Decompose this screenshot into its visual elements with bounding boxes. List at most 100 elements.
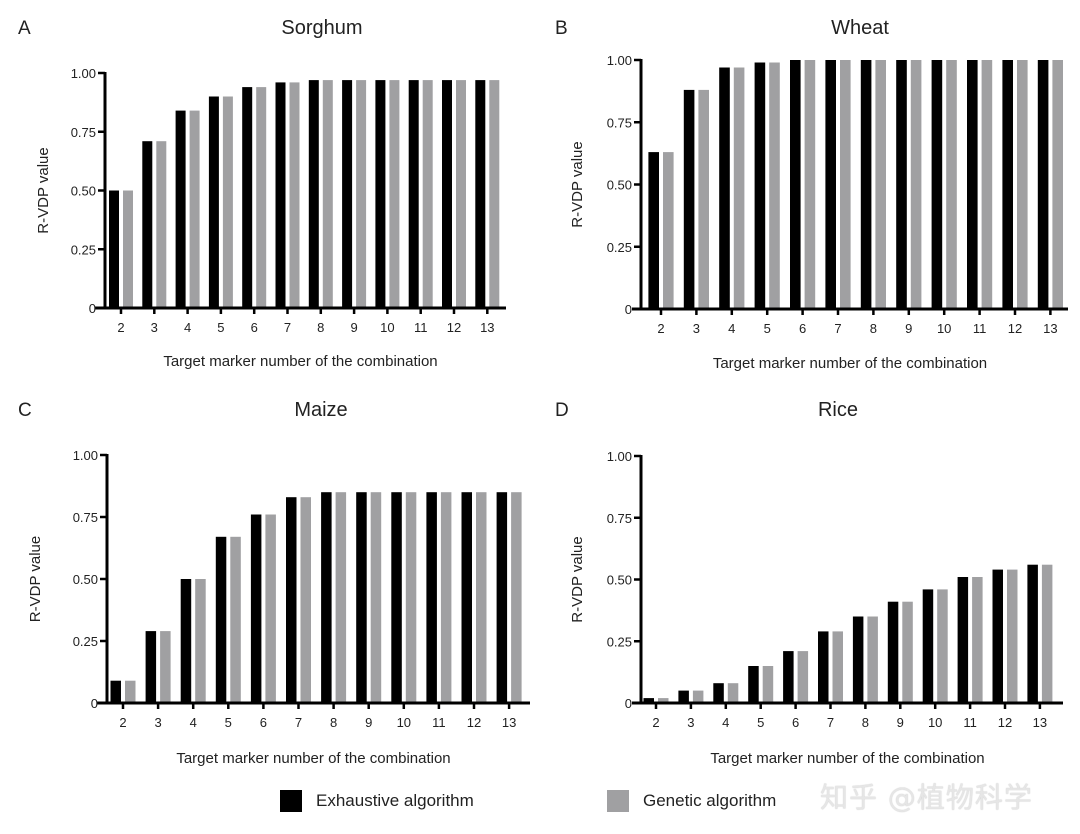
bar-c-genetic-12	[476, 492, 487, 703]
x-tick-label-d-6: 6	[792, 715, 799, 730]
x-tick-label-a-7: 7	[284, 320, 291, 335]
bar-d-exhaustive-4	[713, 683, 724, 703]
x-tick-label-c-9: 9	[365, 715, 372, 730]
x-tick-label-d-4: 4	[722, 715, 729, 730]
y-tick-label-b-0: 0	[625, 302, 632, 317]
x-tick-label-c-4: 4	[190, 715, 197, 730]
x-tick-label-c-2: 2	[119, 715, 126, 730]
x-tick-label-d-2: 2	[652, 715, 659, 730]
bar-c-genetic-9	[370, 492, 382, 703]
bar-d-genetic-9	[902, 601, 913, 703]
bar-b-exhaustive-8	[860, 60, 872, 309]
bar-c-exhaustive-10	[391, 492, 402, 703]
y-tick-label-d-0.75: 0.75	[607, 511, 632, 526]
bar-d-exhaustive-3	[678, 690, 689, 703]
x-tick-label-b-11: 11	[973, 321, 987, 336]
bar-a-genetic-4	[189, 110, 200, 308]
x-tick-label-c-8: 8	[330, 715, 337, 730]
bar-d-exhaustive-8	[852, 616, 864, 703]
x-tick-label-a-13: 13	[480, 320, 494, 335]
bar-a-genetic-12	[456, 80, 466, 308]
bar-d-exhaustive-7	[818, 631, 829, 703]
bar-b-genetic-3	[698, 89, 709, 310]
panel-letter-c: C	[18, 400, 32, 421]
bar-c-genetic-7	[300, 497, 311, 703]
bar-d-genetic-3	[692, 690, 704, 703]
bar-c-exhaustive-9	[356, 492, 367, 703]
bar-c-exhaustive-7	[286, 497, 297, 703]
bar-d-genetic-4	[727, 683, 739, 703]
bar-c-exhaustive-2	[110, 680, 121, 703]
bar-d-genetic-12	[1007, 569, 1018, 703]
x-tick-label-a-4: 4	[184, 320, 191, 335]
bar-a-exhaustive-3	[142, 141, 153, 308]
x-tick-label-c-10: 10	[397, 715, 411, 730]
chart-title-a: Sorghum	[281, 17, 362, 39]
x-tick-label-c-5: 5	[225, 715, 232, 730]
bar-b-genetic-11	[981, 60, 993, 309]
x-tick-label-a-8: 8	[317, 320, 324, 335]
x-axis-label-d: Target marker number of the combination	[710, 750, 984, 767]
y-tick-label-b-0.50: 0.50	[607, 178, 632, 193]
bar-d-exhaustive-11	[957, 577, 969, 703]
bar-a-exhaustive-12	[442, 80, 452, 308]
x-tick-label-b-4: 4	[728, 321, 735, 336]
bar-d-genetic-2	[658, 698, 669, 703]
bar-b-exhaustive-9	[896, 60, 907, 309]
y-tick-label-d-0.50: 0.50	[607, 573, 632, 588]
bar-c-exhaustive-11	[426, 492, 437, 703]
panel-letter-a: A	[18, 18, 31, 39]
bar-a-exhaustive-4	[175, 110, 186, 308]
bar-b-genetic-5	[769, 62, 780, 309]
bar-a-genetic-11	[422, 80, 433, 308]
bar-b-genetic-4	[733, 67, 745, 309]
y-tick-label-d-0: 0	[625, 696, 632, 711]
bar-b-exhaustive-7	[825, 60, 836, 309]
x-tick-label-c-12: 12	[467, 715, 481, 730]
bar-b-genetic-2	[663, 152, 674, 309]
bar-b-exhaustive-4	[719, 67, 730, 309]
x-tick-label-d-9: 9	[897, 715, 904, 730]
x-tick-label-a-11: 11	[414, 320, 428, 335]
bar-a-exhaustive-9	[342, 80, 353, 308]
y-tick-label-a-0: 0	[89, 301, 96, 316]
bar-a-exhaustive-13	[475, 80, 486, 308]
bar-a-genetic-2	[123, 190, 133, 308]
bar-d-exhaustive-5	[748, 666, 759, 703]
x-tick-label-d-11: 11	[963, 715, 977, 730]
bar-a-genetic-7	[289, 82, 300, 309]
x-axis-label-b: Target marker number of the combination	[713, 355, 987, 372]
bar-a-exhaustive-11	[408, 80, 419, 308]
bar-d-exhaustive-9	[887, 601, 899, 703]
y-tick-label-a-0.75: 0.75	[71, 125, 96, 140]
bar-c-genetic-3	[160, 631, 171, 703]
y-tick-label-a-1.00: 1.00	[71, 66, 96, 81]
bar-b-exhaustive-12	[1002, 60, 1013, 309]
x-tick-label-d-8: 8	[862, 715, 869, 730]
x-tick-label-d-5: 5	[757, 715, 764, 730]
y-tick-label-d-1.00: 1.00	[607, 449, 632, 464]
x-tick-label-c-13: 13	[502, 715, 516, 730]
bar-c-genetic-2	[125, 680, 136, 703]
bar-c-genetic-11	[440, 492, 452, 703]
chart-title-d: Rice	[818, 399, 858, 421]
bar-d-genetic-8	[867, 616, 878, 703]
bar-b-exhaustive-5	[754, 62, 766, 309]
bar-d-genetic-6	[797, 651, 809, 703]
bar-c-exhaustive-6	[250, 514, 262, 703]
bar-d-exhaustive-12	[992, 569, 1003, 703]
bar-a-genetic-10	[389, 80, 400, 308]
y-tick-label-c-0.25: 0.25	[73, 634, 98, 649]
x-tick-label-b-7: 7	[834, 321, 841, 336]
x-tick-label-b-3: 3	[693, 321, 700, 336]
x-tick-label-d-12: 12	[998, 715, 1012, 730]
bar-b-genetic-9	[910, 60, 922, 309]
bar-a-genetic-13	[489, 80, 500, 308]
bar-a-genetic-6	[256, 87, 267, 308]
bar-a-genetic-9	[356, 80, 367, 308]
x-tick-label-a-3: 3	[151, 320, 158, 335]
y-tick-label-b-0.25: 0.25	[607, 240, 632, 255]
bar-d-genetic-7	[832, 631, 843, 703]
x-tick-label-a-10: 10	[380, 320, 394, 335]
